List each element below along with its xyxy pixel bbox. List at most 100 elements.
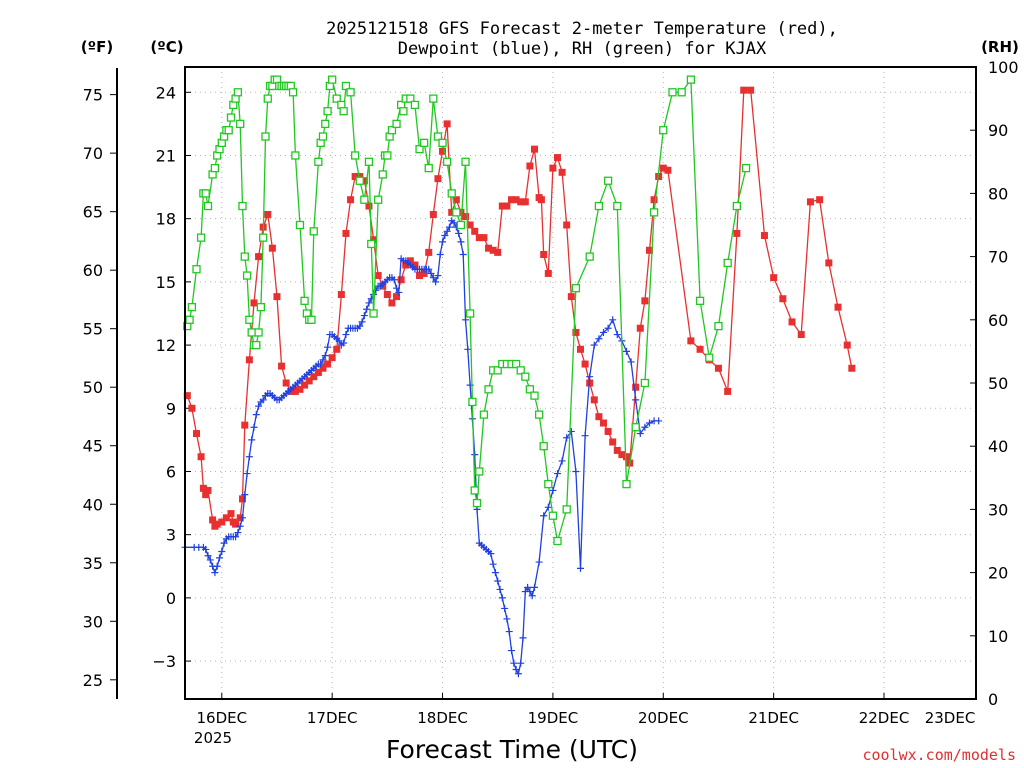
temperature-point — [848, 364, 856, 372]
dewpoint-point — [358, 318, 366, 326]
temperature-point — [324, 360, 332, 368]
temperature-point — [604, 427, 612, 435]
dewpoint-point — [572, 467, 580, 475]
fahrenheit-tick-label: 55 — [83, 320, 103, 339]
celsius-tick-label: −3 — [152, 652, 176, 671]
temperature-point — [296, 385, 304, 393]
dewpoint-point — [549, 486, 557, 494]
dewpoint-point — [627, 358, 635, 366]
relative-humidity-point — [247, 328, 256, 337]
temperature-point — [282, 379, 290, 387]
temperature-line — [186, 89, 853, 528]
time-tick-label: 21DEC — [748, 709, 799, 727]
relative-humidity-point — [187, 303, 197, 312]
temperature-point — [301, 381, 309, 389]
temperature-point — [342, 229, 350, 237]
temperature-point — [740, 86, 748, 94]
relative-humidity-point — [613, 201, 622, 211]
temperature-point — [825, 259, 833, 267]
temperature-point — [448, 208, 456, 216]
rh-tick-label: 40 — [988, 437, 1008, 456]
relative-humidity-point — [252, 340, 261, 350]
dewpoint-point — [360, 312, 368, 320]
relative-humidity-point — [456, 220, 466, 230]
relative-humidity-point — [339, 107, 348, 116]
dewpoint-point — [218, 548, 226, 556]
dewpoint-point — [462, 316, 470, 324]
relative-humidity-point — [406, 94, 415, 103]
temperature-point — [512, 196, 520, 204]
relative-humidity-point — [429, 94, 438, 103]
temperature-point — [222, 514, 230, 522]
dewpoint-point — [581, 432, 589, 440]
dewpoint-point — [531, 583, 539, 591]
celsius-unit-label: (ºC) — [150, 38, 183, 56]
temperature-point — [238, 495, 246, 503]
relative-humidity-point — [240, 252, 249, 261]
relative-humidity-point — [226, 113, 236, 122]
relative-humidity-point — [424, 163, 433, 173]
relative-humidity-point — [364, 157, 374, 166]
temperature-point — [305, 377, 313, 385]
fahrenheit-tick-label: 65 — [83, 203, 103, 222]
temperature-point — [632, 383, 640, 391]
celsius-tick-label: 12 — [156, 336, 176, 355]
series-layer — [181, 75, 856, 678]
temperature-point — [337, 291, 345, 299]
temperature-point — [526, 162, 534, 170]
relative-humidity-point — [383, 151, 392, 160]
temperature-point — [429, 210, 437, 218]
temperature-point — [245, 356, 253, 364]
dewpoint-point — [498, 594, 506, 602]
dewpoint-point — [528, 592, 536, 600]
temperature-point — [227, 510, 235, 518]
temperature-point — [209, 516, 217, 524]
relative-humidity-point — [259, 233, 268, 242]
dewpoint-point — [508, 647, 516, 655]
dewpoint-point — [558, 457, 566, 465]
celsius-tick-label: 24 — [156, 83, 176, 102]
temperature-point — [521, 198, 529, 206]
temperature-point — [788, 318, 796, 326]
relative-humidity-point — [224, 126, 233, 135]
rh-tick-label: 10 — [988, 627, 1008, 646]
dewpoint-point — [604, 324, 612, 332]
dewpoint-point — [215, 554, 223, 562]
relative-humidity-point — [594, 201, 604, 211]
relative-humidity-point — [438, 138, 447, 147]
temperature-point — [622, 453, 630, 461]
time-tick-label: 22DEC — [859, 709, 910, 727]
relative-humidity-point — [399, 107, 408, 116]
relative-humidity-point — [291, 151, 300, 160]
fahrenheit-tick-label: 60 — [83, 261, 103, 280]
relative-humidity-point — [525, 385, 535, 394]
rh-tick-label: 0 — [988, 690, 998, 709]
dewpoint-point — [613, 331, 621, 339]
temperature-point — [498, 202, 506, 210]
temperature-point — [770, 274, 778, 282]
temperature-point — [204, 486, 212, 494]
dewpoint-point — [450, 219, 458, 227]
dewpoint-point — [590, 341, 598, 349]
time-tick-label: 19DEC — [528, 709, 579, 727]
relative-humidity-point — [562, 505, 571, 514]
celsius-tick-label: 18 — [156, 210, 176, 229]
dewpoint-point — [395, 288, 403, 296]
relative-humidity-point — [622, 479, 631, 489]
relative-humidity-point — [238, 201, 247, 211]
relative-humidity-point — [521, 372, 530, 381]
dewpoint-point — [342, 331, 350, 339]
temperature-point — [360, 177, 368, 185]
relative-humidity-point — [484, 385, 493, 394]
dewpoint-point — [632, 396, 640, 404]
year-label: 2025 — [194, 729, 232, 747]
dewpoint-point — [324, 343, 332, 351]
chart-title-line2: Dewpoint (blue), RH (green) for KJAX — [398, 39, 767, 59]
temperature-point — [843, 341, 851, 349]
temperature-point — [291, 387, 299, 395]
temperature-point — [202, 491, 210, 499]
temperature-point — [374, 272, 382, 280]
fahrenheit-tick-label: 70 — [83, 144, 103, 163]
dewpoint-point — [232, 533, 240, 541]
relative-humidity-point — [511, 359, 521, 369]
